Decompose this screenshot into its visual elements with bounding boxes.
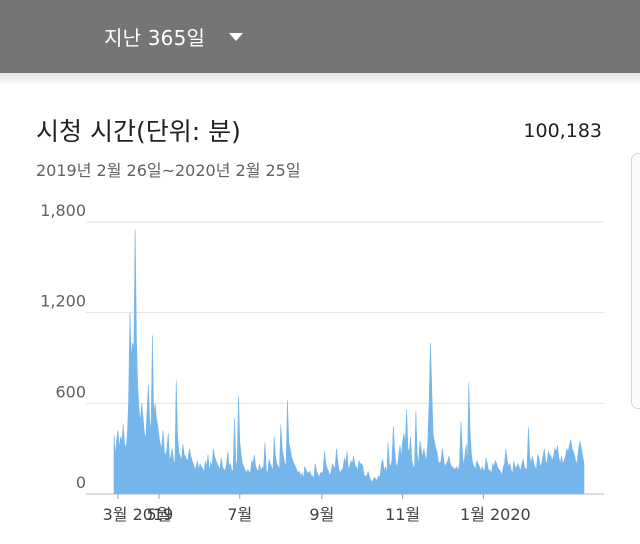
y-tick-label: 1,200 xyxy=(40,292,86,311)
date-range-header: 지난 365일 xyxy=(0,0,640,73)
x-tick-label: 7월 xyxy=(227,505,252,524)
card-divider xyxy=(0,73,640,83)
scrollbar[interactable] xyxy=(631,153,640,409)
watch-time-area xyxy=(113,229,585,495)
x-tick-label: 1월 2020 xyxy=(460,505,531,524)
date-range-dropdown[interactable]: 지난 365일 xyxy=(104,14,244,58)
chart-title: 시청 시간(단위: 분) xyxy=(36,117,241,146)
y-tick-label: 1,800 xyxy=(40,201,86,220)
chevron-down-icon xyxy=(229,33,244,41)
total-watch-time: 100,183 xyxy=(523,120,602,142)
x-tick-label: 5월 xyxy=(147,505,172,524)
date-range-label: 지난 365일 xyxy=(104,25,206,50)
x-tick-label: 11월 xyxy=(385,505,420,524)
date-range-subtitle: 2019년 2월 26일~2020년 2월 25일 xyxy=(36,161,301,180)
y-tick-label: 600 xyxy=(55,382,86,401)
y-tick-label: 0 xyxy=(76,473,86,492)
x-tick-label: 9월 xyxy=(309,505,334,524)
x-tick-label: 3월 2019 xyxy=(103,505,174,524)
